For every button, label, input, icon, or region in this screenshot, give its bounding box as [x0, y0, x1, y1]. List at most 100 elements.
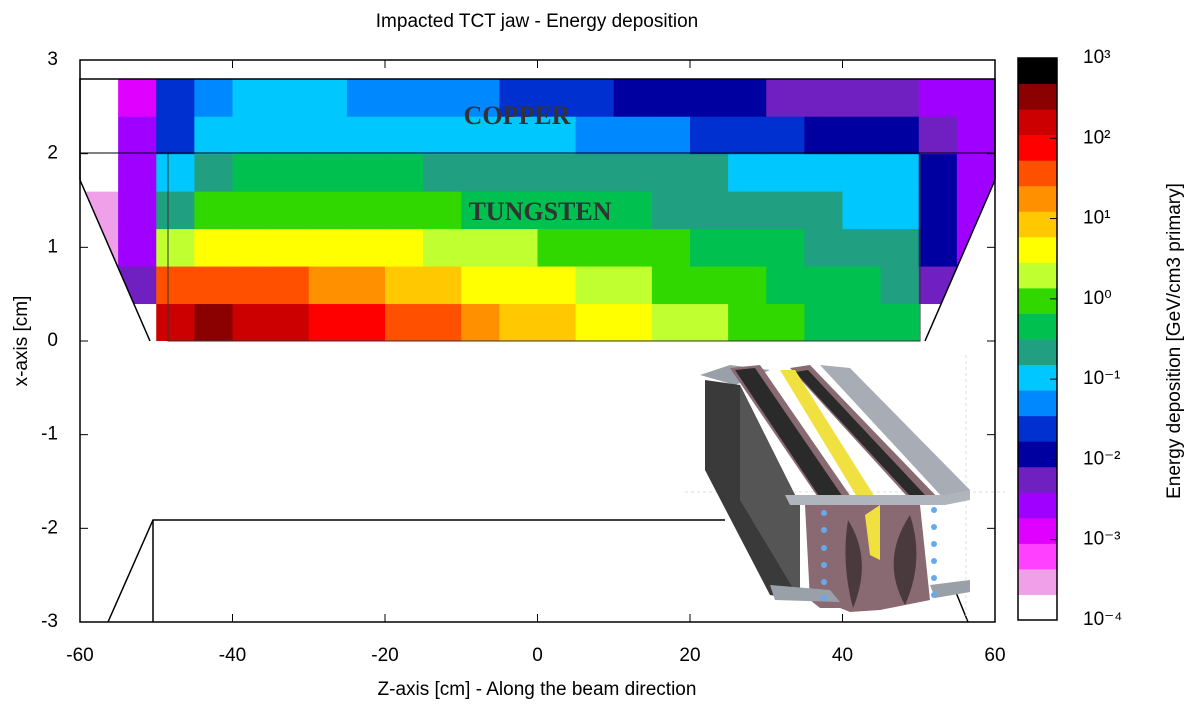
heatmap-cell [728, 191, 767, 229]
heatmap-cell [271, 154, 310, 192]
heatmap-cell [766, 266, 805, 304]
colorbar-band [1018, 365, 1057, 391]
colorbar-band [1018, 211, 1057, 237]
heatmap-cell [194, 229, 233, 267]
chart: Impacted TCT jaw - Energy deposition COP… [0, 0, 1192, 704]
colorbar-band [1018, 339, 1057, 365]
heatmap-cell [499, 154, 538, 192]
colorbar-band [1018, 186, 1057, 212]
heatmap-cell [804, 266, 843, 304]
heatmap-cell [271, 229, 310, 267]
heatmap-cell [576, 154, 615, 192]
heatmap-cell [156, 191, 195, 229]
heatmap-cell [156, 79, 195, 117]
heatmap-cell [843, 191, 882, 229]
heatmap-cell [233, 266, 272, 304]
heatmap-cell [423, 154, 462, 192]
heatmap-cell [957, 116, 996, 154]
heatmap-cell [309, 116, 348, 154]
heatmap-cell [118, 229, 157, 267]
heatmap-cell [728, 266, 767, 304]
x-axis-label: Z-axis [cm] - Along the beam direction [378, 679, 697, 700]
heatmap-cell [499, 266, 538, 304]
heatmap-cell [881, 154, 920, 192]
heatmap-cell [766, 79, 805, 117]
colorbar-band [1018, 416, 1057, 442]
heatmap-cell [347, 79, 386, 117]
heatmap-cell [118, 116, 157, 154]
heatmap-cell [271, 304, 310, 342]
heatmap-cell [118, 266, 157, 304]
heatmap-cell [690, 191, 729, 229]
heatmap-cell [766, 116, 805, 154]
heatmap-cell [614, 266, 653, 304]
heatmap-cell [804, 79, 843, 117]
heatmap-cell [614, 154, 653, 192]
heatmap-cell [652, 116, 691, 154]
y-axis-label: x-axis [cm] [11, 296, 32, 387]
heatmap-cell [652, 191, 691, 229]
inset-jaw-illustration [685, 355, 1005, 620]
heatmap-cell [271, 116, 310, 154]
heatmap-cell [194, 154, 233, 192]
y-tick-label: 0 [47, 330, 58, 351]
colorbar-band [1018, 467, 1057, 493]
colorbar-tick-label: 10⁻² [1083, 448, 1121, 469]
heatmap-cell [843, 116, 882, 154]
heatmap-cell [576, 304, 615, 342]
heatmap-cell [690, 229, 729, 267]
heatmap-cell [728, 116, 767, 154]
heatmap-cell [80, 116, 119, 154]
y-tick-label: -1 [41, 424, 58, 445]
x-tick-label: 20 [679, 645, 700, 666]
heatmap-cell [728, 304, 767, 342]
colorbar-tick-label: 10⁰ [1083, 288, 1112, 309]
colorbar-band [1018, 160, 1057, 186]
colorbar-tick-label: 10⁻⁴ [1083, 609, 1122, 630]
heatmap-cell [804, 304, 843, 342]
heatmap-cell [614, 191, 653, 229]
heatmap-cell [804, 191, 843, 229]
heatmap-cell [347, 266, 386, 304]
colorbar-band [1018, 569, 1057, 595]
heatmap-cell [385, 79, 424, 117]
heatmap-cell [309, 79, 348, 117]
heatmap-cell [843, 266, 882, 304]
heatmap-cell [690, 79, 729, 117]
heatmap-cell [843, 229, 882, 267]
heatmap-cell [881, 116, 920, 154]
heatmap-cell [423, 304, 462, 342]
colorbar-band [1018, 58, 1057, 84]
heatmap-cell [576, 79, 615, 117]
heatmap-cell [538, 266, 577, 304]
heatmap-cell [957, 79, 996, 117]
heatmap-cell [652, 266, 691, 304]
annotation: TUNGSTEN [468, 197, 611, 226]
colorbar-tick-label: 10³ [1083, 47, 1110, 68]
heatmap-cell [347, 116, 386, 154]
heatmap-cell [652, 79, 691, 117]
heatmap-cell [385, 304, 424, 342]
heatmap-cell [233, 229, 272, 267]
heatmap-cell [576, 266, 615, 304]
heatmap-cell [690, 304, 729, 342]
heatmap-cell [957, 154, 996, 192]
heatmap-cell [843, 79, 882, 117]
heatmap-cell [538, 304, 577, 342]
heatmap-cell [538, 154, 577, 192]
heatmap-cell [423, 266, 462, 304]
heatmap-cell [804, 116, 843, 154]
colorbar-tick-label: 10¹ [1083, 208, 1110, 229]
heatmap-cell [156, 116, 195, 154]
heatmap-cell [309, 191, 348, 229]
heatmap-cell [233, 116, 272, 154]
heatmap-cell [194, 266, 233, 304]
colorbar-band [1018, 492, 1057, 518]
heatmap-cell [614, 304, 653, 342]
heatmap-cell [614, 116, 653, 154]
heatmap-cell [423, 79, 462, 117]
heatmap-cell [156, 304, 195, 342]
heatmap-cell [881, 79, 920, 117]
heatmap-cell [385, 154, 424, 192]
heatmap-cell [499, 304, 538, 342]
